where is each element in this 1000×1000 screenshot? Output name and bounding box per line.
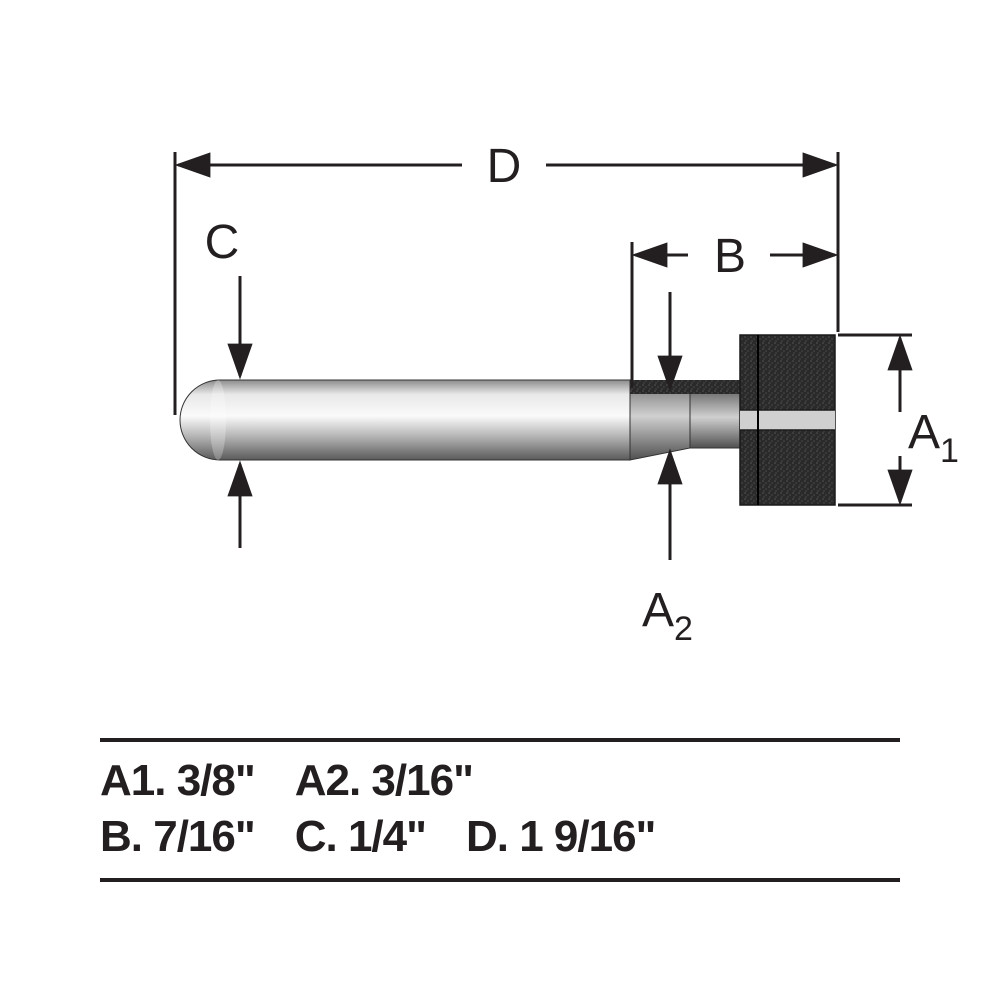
cutter-head <box>740 335 835 505</box>
spec-a2: A2. 3/16" <box>295 756 473 806</box>
dimension-a1: A1 <box>900 338 959 502</box>
label-a2: A2 <box>642 584 693 648</box>
dimension-b: B <box>635 230 835 283</box>
divider-bottom <box>100 878 900 882</box>
label-a1: A1 <box>908 406 959 470</box>
spec-d: D. 1 9/16" <box>466 812 655 862</box>
dimension-a2: A2 <box>642 292 693 648</box>
spec-a1: A1. 3/8" <box>100 756 255 806</box>
spec-table: A1. 3/8" A2. 3/16" B. 7/16" C. 1/4" D. 1… <box>100 738 900 882</box>
label-b: B <box>714 230 746 283</box>
spec-b: B. 7/16" <box>100 812 255 862</box>
spec-c: C. 1/4" <box>295 812 426 862</box>
label-d: D <box>487 140 522 193</box>
dimension-d: D <box>178 140 835 193</box>
label-c: C <box>205 216 240 269</box>
shaft <box>180 380 630 460</box>
